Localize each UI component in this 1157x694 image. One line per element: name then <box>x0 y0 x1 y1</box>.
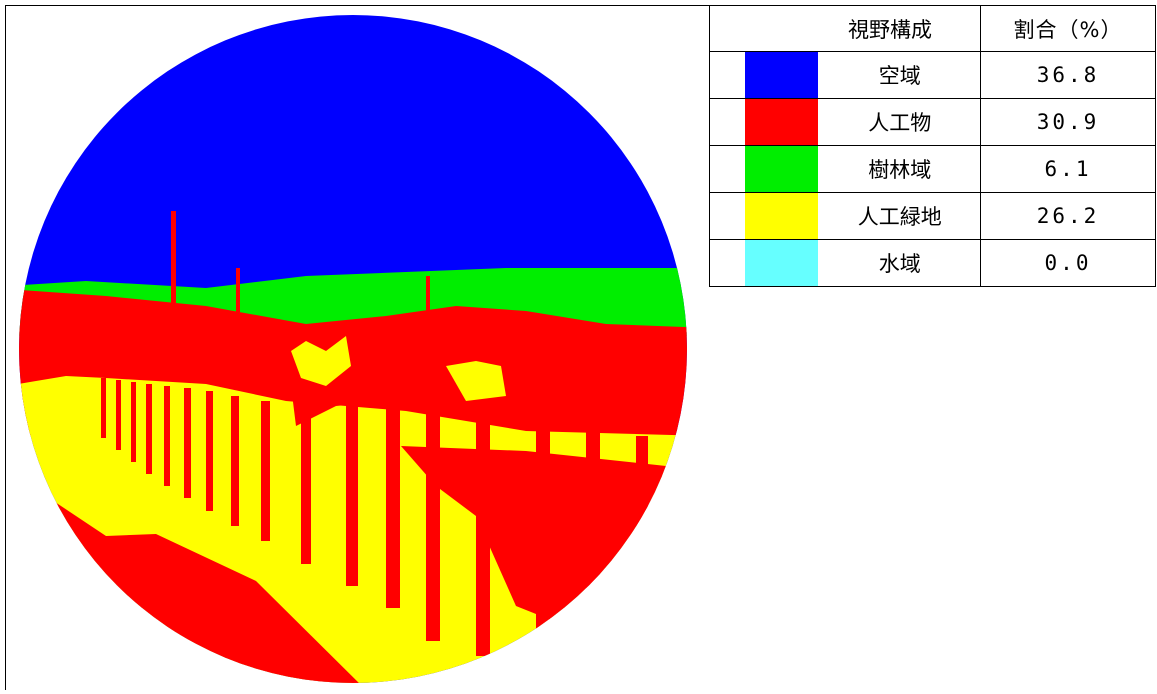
color-swatch <box>745 240 818 286</box>
category-label: 空域 <box>819 51 981 99</box>
category-label: 樹林域 <box>819 145 981 193</box>
segmentation <box>19 15 687 683</box>
color-swatch <box>745 99 818 145</box>
table-row: 空域 36.8 <box>709 51 1156 99</box>
ratio-value: 30.9 <box>980 98 1156 146</box>
composition-table: 視野構成 割合（%） 空域 36.8 人工物 30.9 樹林域 6.1 人工緑地 26.2 水域… <box>709 5 1156 287</box>
swatch-cell <box>709 192 820 240</box>
table-row: 樹林域 6.1 <box>709 145 1156 193</box>
swatch-cell <box>709 98 820 146</box>
ratio-value: 26.2 <box>980 192 1156 240</box>
swatch-cell <box>709 239 820 287</box>
image-panel <box>5 5 710 690</box>
header-cell: 割合（%） <box>980 5 1156 52</box>
color-swatch <box>745 193 818 239</box>
category-label: 人工物 <box>819 98 981 146</box>
category-label: 人工緑地 <box>819 192 981 240</box>
header-row: 視野構成 割合（%） <box>709 5 1156 52</box>
ratio-value: 0.0 <box>980 239 1156 287</box>
color-swatch <box>745 146 818 192</box>
swatch-cell <box>709 51 820 99</box>
table-row: 人工緑地 26.2 <box>709 192 1156 240</box>
table-row: 水域 0.0 <box>709 239 1156 287</box>
color-swatch <box>745 52 818 98</box>
header-cell: 視野構成 <box>709 5 981 52</box>
view-image <box>19 15 687 683</box>
ratio-value: 6.1 <box>980 145 1156 193</box>
swatch-cell <box>709 145 820 193</box>
table-row: 人工物 30.9 <box>709 98 1156 146</box>
ratio-value: 36.8 <box>980 51 1156 99</box>
category-label: 水域 <box>819 239 981 287</box>
